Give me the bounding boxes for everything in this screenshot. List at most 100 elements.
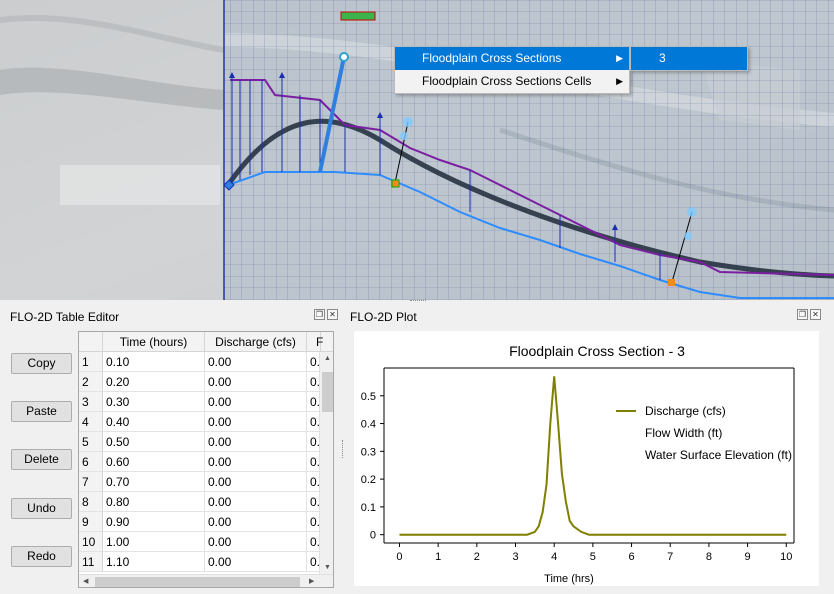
- menu-item-label: Floodplain Cross Sections Cells: [422, 74, 592, 88]
- cell-discharge[interactable]: 0.00: [205, 392, 307, 412]
- table-row[interactable]: 80.800.000.0: [79, 492, 321, 512]
- redo-button[interactable]: Redo: [11, 546, 72, 567]
- panel-splitter[interactable]: [342, 440, 345, 458]
- cell-time[interactable]: 0.60: [103, 452, 205, 472]
- corner-header[interactable]: [79, 332, 103, 352]
- cell-time[interactable]: 0.70: [103, 472, 205, 492]
- paste-button[interactable]: Paste: [11, 401, 72, 422]
- float-icon[interactable]: ❐: [314, 309, 325, 320]
- table-row[interactable]: 111.100.000.0: [79, 552, 321, 572]
- table-header: Time (hours) Discharge (cfs) F: [79, 332, 333, 352]
- cell-time[interactable]: 1.10: [103, 552, 205, 572]
- row-header[interactable]: 9: [79, 512, 103, 532]
- chart-svg: Floodplain Cross Section - 3 0 0.1 0.2 0.3 0.…: [361, 343, 795, 585]
- legend-label: Flow Width (ft): [645, 426, 722, 440]
- y-tick-label: 0.3: [361, 446, 376, 458]
- cell-time[interactable]: 0.10: [103, 352, 205, 372]
- cell-time[interactable]: 1.00: [103, 532, 205, 552]
- y-tick-label: 0.1: [361, 502, 376, 514]
- submenu: 3: [630, 46, 748, 71]
- row-header[interactable]: 8: [79, 492, 103, 512]
- y-tick-label: 0.4: [361, 419, 376, 431]
- cell-discharge[interactable]: 0.00: [205, 492, 307, 512]
- cell-discharge[interactable]: 0.00: [205, 432, 307, 452]
- submenu-item-3[interactable]: 3: [631, 47, 747, 70]
- row-header[interactable]: 3: [79, 392, 103, 412]
- table-row[interactable]: 10.100.000.0: [79, 352, 321, 372]
- close-icon[interactable]: ✕: [327, 309, 338, 320]
- table-row[interactable]: 101.000.000.0: [79, 532, 321, 552]
- cell-discharge[interactable]: 0.00: [205, 452, 307, 472]
- column-header-partial[interactable]: F: [307, 332, 323, 352]
- column-header-time[interactable]: Time (hours): [103, 332, 205, 352]
- x-tick-label: 1: [435, 551, 441, 563]
- row-header[interactable]: 5: [79, 432, 103, 452]
- cell-discharge[interactable]: 0.00: [205, 552, 307, 572]
- velocity-ticks: [231, 78, 661, 280]
- channel-line: [225, 118, 834, 279]
- float-icon[interactable]: ❐: [797, 309, 808, 320]
- table-row[interactable]: 30.300.000.0: [79, 392, 321, 412]
- vertical-scrollbar[interactable]: ▲ ▼: [319, 352, 333, 575]
- water-line: [227, 171, 834, 299]
- table-editor-title: FLO-2D Table Editor: [10, 310, 120, 324]
- x-tick-label: 10: [780, 551, 792, 563]
- table-row[interactable]: 50.500.000.0: [79, 432, 321, 452]
- scroll-left-icon[interactable]: ◀: [83, 578, 89, 585]
- plot-area: Floodplain Cross Section - 3 0 0.1 0.2 0.3 0.…: [354, 331, 819, 586]
- plot-window-buttons: ❐ ✕: [795, 309, 821, 320]
- row-header[interactable]: 6: [79, 452, 103, 472]
- undo-button[interactable]: Undo: [11, 498, 72, 519]
- table-row[interactable]: 90.900.000.0: [79, 512, 321, 532]
- scroll-thumb[interactable]: [322, 372, 333, 412]
- row-header[interactable]: 2: [79, 372, 103, 392]
- table-row[interactable]: 60.600.000.0: [79, 452, 321, 472]
- cell-time[interactable]: 0.50: [103, 432, 205, 452]
- copy-button[interactable]: Copy: [11, 353, 72, 374]
- cell-time[interactable]: 0.30: [103, 392, 205, 412]
- context-menu: Floodplain Cross Sections ▶ Floodplain C…: [394, 46, 630, 94]
- scroll-thumb[interactable]: [95, 577, 300, 587]
- cell-discharge[interactable]: 0.00: [205, 352, 307, 372]
- cell-time[interactable]: 0.40: [103, 412, 205, 432]
- scroll-right-icon[interactable]: ▶: [309, 578, 315, 585]
- map-canvas[interactable]: Floodplain Cross Sections ▶ Floodplain C…: [0, 0, 834, 300]
- horizontal-scrollbar[interactable]: ◀ ▶: [79, 574, 333, 587]
- row-header[interactable]: 1: [79, 352, 103, 372]
- menu-item-label: Floodplain Cross Sections: [422, 51, 562, 65]
- x-tick-label: 9: [745, 551, 751, 563]
- x-tick-label: 5: [590, 551, 596, 563]
- menu-item-floodplain-cross-sections-cells[interactable]: Floodplain Cross Sections Cells ▶: [395, 70, 629, 93]
- cell-discharge[interactable]: 0.00: [205, 372, 307, 392]
- row-header[interactable]: 11: [79, 552, 103, 572]
- y-tick-label: 0: [370, 530, 376, 542]
- x-tick-label: 2: [474, 551, 480, 563]
- cell-time[interactable]: 0.20: [103, 372, 205, 392]
- table-row[interactable]: 70.700.000.0: [79, 472, 321, 492]
- row-header[interactable]: 7: [79, 472, 103, 492]
- x-axis-label: Time (hrs): [544, 573, 594, 585]
- cell-discharge[interactable]: 0.00: [205, 512, 307, 532]
- cell-time[interactable]: 0.80: [103, 492, 205, 512]
- x-tick-label: 7: [667, 551, 673, 563]
- x-tick-label: 6: [628, 551, 634, 563]
- table-editor-window-buttons: ❐ ✕: [312, 309, 338, 320]
- menu-item-floodplain-cross-sections[interactable]: Floodplain Cross Sections ▶: [395, 47, 629, 70]
- table-row[interactable]: 20.200.000.0: [79, 372, 321, 392]
- scroll-up-icon[interactable]: ▲: [324, 355, 331, 362]
- submenu-item-label: 3: [659, 51, 666, 65]
- map-drawing: [0, 0, 834, 300]
- close-icon[interactable]: ✕: [810, 309, 821, 320]
- cell-discharge[interactable]: 0.00: [205, 412, 307, 432]
- delete-button[interactable]: Delete: [11, 449, 72, 470]
- column-header-discharge[interactable]: Discharge (cfs): [205, 332, 307, 352]
- cell-time[interactable]: 0.90: [103, 512, 205, 532]
- table-row[interactable]: 40.400.000.0: [79, 412, 321, 432]
- row-header[interactable]: 10: [79, 532, 103, 552]
- splitter-handle[interactable]: [410, 300, 426, 303]
- row-header[interactable]: 4: [79, 412, 103, 432]
- cell-discharge[interactable]: 0.00: [205, 532, 307, 552]
- scroll-down-icon[interactable]: ▼: [324, 564, 331, 571]
- cell-discharge[interactable]: 0.00: [205, 472, 307, 492]
- data-table[interactable]: Time (hours) Discharge (cfs) F 1 0.10 0.00…: [78, 331, 334, 588]
